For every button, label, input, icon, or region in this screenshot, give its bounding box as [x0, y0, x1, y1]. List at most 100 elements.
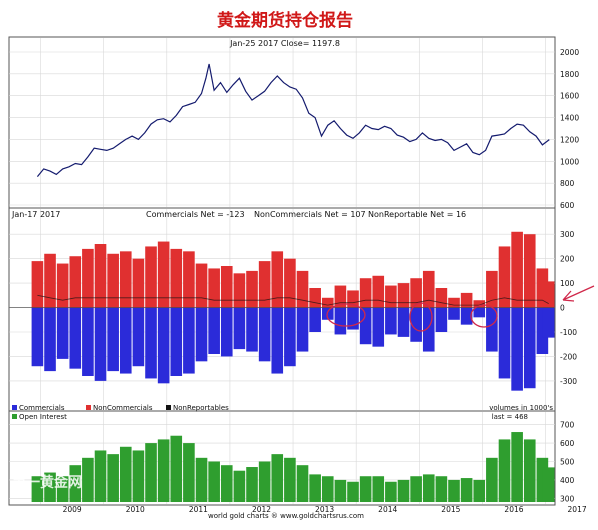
bar-noncommercials [94, 244, 107, 308]
bar-noncommercials [498, 246, 511, 308]
x-tick-label: 2012 [252, 505, 271, 514]
bar-commercials [44, 307, 56, 372]
bar-noncommercials [473, 300, 486, 308]
bar-noncommercials [145, 246, 157, 308]
bar-commercials [486, 307, 498, 352]
price-panel-title: Jan-25 2017 Close= 1197.8 [229, 39, 340, 48]
x-axis-ticks: 2009 2010 2011 2012 2013 2014 2015 2016 2017 [63, 505, 587, 514]
price-y-ticks: 600 800 1000 1200 1400 1600 1800 2000 [560, 48, 579, 210]
bar-open-interest [220, 465, 233, 502]
cot-y-tick-label: 100 [560, 279, 575, 288]
bar-commercials [56, 307, 69, 359]
bar-commercials [170, 307, 183, 376]
bar-commercials [94, 307, 107, 381]
bar-commercials [359, 307, 372, 345]
page-title: 黄金期货持仓报告 [217, 10, 353, 31]
bar-commercials [542, 307, 555, 338]
bar-noncommercials [347, 290, 359, 308]
bar-commercials [208, 307, 220, 354]
oi-panel-frame [8, 410, 556, 506]
bar-open-interest [542, 467, 555, 502]
bar-open-interest [183, 443, 195, 502]
bar-commercials [195, 307, 208, 362]
price-line [36, 63, 550, 177]
price-y-tick-label: 800 [560, 179, 575, 188]
price-y-tick-label: 600 [560, 201, 575, 210]
bar-noncommercials [44, 253, 56, 308]
bar-noncommercials [435, 288, 448, 308]
bar-noncommercials [385, 285, 397, 308]
bar-open-interest [435, 476, 448, 502]
price-y-tick-label: 1800 [560, 70, 579, 79]
annotation-circle-2013 [326, 303, 366, 327]
bar-open-interest [258, 461, 271, 502]
bar-commercials [220, 307, 233, 357]
cot-y-tick-label: -100 [560, 328, 577, 337]
bar-commercials [69, 307, 82, 369]
legend-label-open-interest: Open Interest [19, 413, 67, 421]
bar-open-interest [359, 476, 372, 502]
bar-noncommercials [82, 248, 94, 308]
bar-commercials [145, 307, 157, 379]
cot-y-tick-label: 200 [560, 255, 575, 264]
bar-noncommercials [334, 285, 347, 308]
cot-y-tick-label: 0 [560, 304, 565, 313]
bar-open-interest [536, 457, 549, 502]
bar-commercials [448, 307, 460, 320]
bar-commercials [119, 307, 132, 374]
bar-noncommercials [107, 253, 119, 308]
legend-swatch-open-interest [12, 414, 17, 419]
oi-bars [31, 432, 555, 502]
bar-open-interest [208, 461, 220, 502]
cot-y-tick-label: -200 [560, 352, 577, 361]
cot-bars [9, 231, 555, 391]
x-tick-label: 2013 [315, 505, 334, 514]
bar-open-interest [486, 457, 498, 502]
bar-open-interest [107, 454, 119, 502]
bar-commercials [372, 307, 385, 347]
bar-open-interest [195, 457, 208, 502]
bar-noncommercials [486, 270, 498, 308]
bar-open-interest [233, 470, 246, 502]
bar-noncommercials [511, 231, 523, 308]
bar-noncommercials [542, 281, 555, 308]
bar-open-interest [334, 479, 347, 502]
bar-commercials [397, 307, 410, 337]
nonreportable-net-label: NonReportable Net = 16 [368, 210, 466, 219]
bar-noncommercials [31, 261, 44, 308]
bar-open-interest [82, 457, 94, 502]
legend-swatch-nonreportables [166, 405, 171, 410]
bar-noncommercials [397, 283, 410, 308]
bar-noncommercials [321, 297, 334, 308]
bar-open-interest [498, 439, 511, 502]
bar-commercials [157, 307, 170, 384]
bar-open-interest [170, 435, 183, 502]
bar-commercials [107, 307, 119, 372]
bar-commercials [233, 307, 246, 350]
footer-credit: world gold charts ® www.goldchartsrus.co… [208, 512, 364, 520]
bar-open-interest [271, 454, 284, 502]
legend-label-noncommercials: NonCommercials [93, 404, 153, 412]
bar-noncommercials [246, 270, 258, 308]
bar-open-interest [385, 481, 397, 502]
x-tick-label: 2010 [126, 505, 145, 514]
bar-commercials [258, 307, 271, 362]
oi-y-tick-label: 400 [560, 476, 575, 485]
bar-noncommercials [195, 263, 208, 308]
oi-y-tick-label: 700 [560, 421, 575, 430]
bar-open-interest [296, 465, 309, 502]
annotation-arrow [562, 285, 595, 302]
bar-open-interest [448, 479, 460, 502]
annotation-marks [326, 285, 595, 332]
bar-commercials [523, 307, 536, 389]
bar-noncommercials [170, 248, 183, 308]
bar-commercials [309, 307, 321, 332]
bar-open-interest [31, 476, 44, 502]
bar-noncommercials [69, 256, 82, 308]
oi-last-label: last = 468 [492, 413, 528, 421]
bar-open-interest [157, 439, 170, 502]
bar-noncommercials [359, 278, 372, 308]
bar-noncommercials [448, 297, 460, 308]
bar-open-interest [119, 446, 132, 502]
